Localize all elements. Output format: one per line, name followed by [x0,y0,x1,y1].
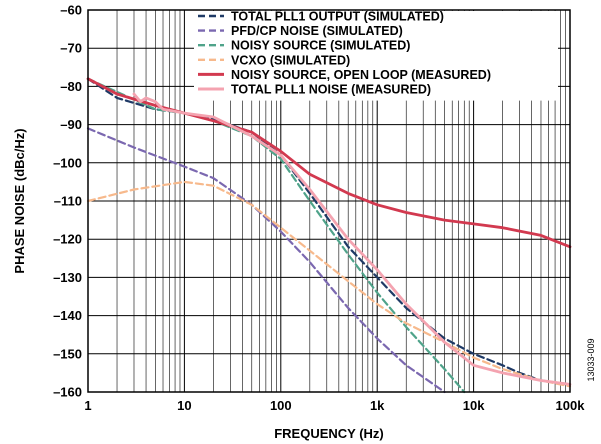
x-tick-label: 10k [463,398,485,413]
y-tick-labels: –60 –70 –80 –90 –100 –110 –120 –130 –140 –150 –160 [53,3,82,400]
y-tick-label: –160 [53,385,82,400]
figure-id: 13033-009 [586,338,596,381]
legend-label: VCXO (SIMULATED) [231,53,350,67]
y-tick-label: –90 [60,117,82,132]
legend-label: TOTAL PLL1 NOISE (MEASURED) [231,83,431,97]
series-line [86,127,446,394]
y-tick-label: –60 [60,3,82,18]
y-tick-label: –120 [53,232,82,247]
x-axis-label: FREQUENCY (Hz) [274,426,384,441]
y-tick-label: –100 [53,155,82,170]
x-tick-label: 1 [84,398,91,413]
x-tick-label: 100k [556,398,586,413]
legend-label: NOISY SOURCE (SIMULATED) [231,39,410,53]
y-tick-label: –80 [60,79,82,94]
legend-label: PFD/CP NOISE (SIMULATED) [231,24,403,38]
x-tick-labels: 1 10 100 1k 10k 100k [84,398,585,413]
y-tick-label: –140 [53,308,82,323]
x-tick-label: 1k [370,398,385,413]
series-line [86,180,572,388]
y-tick-label: –70 [60,41,82,56]
y-tick-label: –150 [53,346,82,361]
legend-background [194,11,558,101]
y-tick-label: –130 [53,270,82,285]
series-line [132,92,572,386]
y-axis-label: PHASE NOISE (dBc/Hz) [12,128,27,273]
x-tick-label: 10 [177,398,191,413]
plot-frame [87,9,571,393]
legend: TOTAL PLL1 OUTPUT (SIMULATED)PFD/CP NOIS… [198,10,491,97]
legend-label: TOTAL PLL1 OUTPUT (SIMULATED) [231,10,444,24]
y-tick-label: –110 [54,194,82,209]
x-tick-label: 100 [270,398,292,413]
legend-label: NOISY SOURCE, OPEN LOOP (MEASURED) [231,68,491,82]
series-lines [86,77,572,394]
